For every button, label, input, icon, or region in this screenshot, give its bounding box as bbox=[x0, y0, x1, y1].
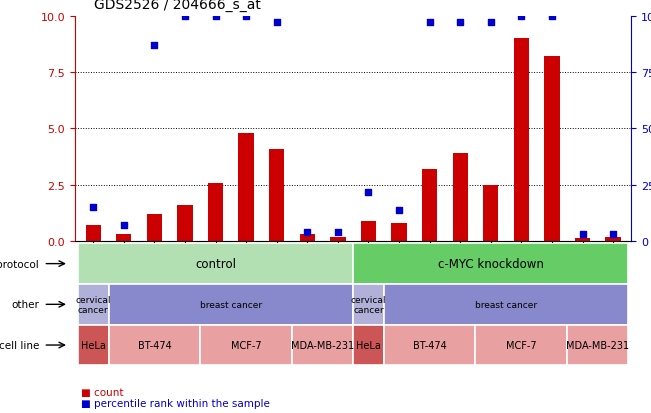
Point bbox=[210, 13, 221, 20]
Point bbox=[180, 13, 190, 20]
Text: cervical
cancer: cervical cancer bbox=[351, 295, 386, 314]
Bar bbox=[391, 223, 407, 242]
Text: cell line: cell line bbox=[0, 340, 39, 350]
Bar bbox=[452, 154, 468, 242]
Bar bbox=[78, 244, 353, 284]
Bar bbox=[361, 221, 376, 242]
Text: control: control bbox=[195, 257, 236, 271]
Bar bbox=[177, 206, 193, 242]
Point bbox=[302, 229, 312, 236]
Bar bbox=[269, 150, 284, 242]
Text: c-MYC knockdown: c-MYC knockdown bbox=[438, 257, 544, 271]
Bar bbox=[330, 237, 346, 242]
Bar bbox=[353, 244, 628, 284]
Bar bbox=[109, 325, 201, 366]
Point bbox=[516, 13, 527, 20]
Point bbox=[149, 43, 159, 49]
Text: breast cancer: breast cancer bbox=[200, 300, 262, 309]
Point bbox=[547, 13, 557, 20]
Point bbox=[241, 13, 251, 20]
Bar bbox=[514, 39, 529, 242]
Bar bbox=[116, 235, 132, 242]
Text: MDA-MB-231: MDA-MB-231 bbox=[566, 340, 630, 350]
Point bbox=[118, 223, 129, 229]
Bar bbox=[85, 226, 101, 242]
Bar bbox=[208, 183, 223, 242]
Bar bbox=[238, 133, 254, 242]
Text: HeLa: HeLa bbox=[81, 340, 105, 350]
Bar bbox=[292, 325, 353, 366]
Point bbox=[88, 204, 98, 211]
Text: MCF-7: MCF-7 bbox=[231, 340, 262, 350]
Bar bbox=[353, 284, 383, 325]
Bar bbox=[146, 215, 162, 242]
Point bbox=[455, 20, 465, 26]
Bar bbox=[567, 325, 628, 366]
Text: protocol: protocol bbox=[0, 259, 39, 269]
Bar bbox=[575, 238, 590, 242]
Text: ■ percentile rank within the sample: ■ percentile rank within the sample bbox=[81, 398, 270, 408]
Text: MCF-7: MCF-7 bbox=[506, 340, 536, 350]
Bar bbox=[109, 284, 353, 325]
Text: MDA-MB-231: MDA-MB-231 bbox=[291, 340, 354, 350]
Bar bbox=[544, 57, 560, 242]
Text: cervical
cancer: cervical cancer bbox=[76, 295, 111, 314]
Bar bbox=[299, 235, 315, 242]
Point bbox=[424, 20, 435, 26]
Text: GDS2526 / 204666_s_at: GDS2526 / 204666_s_at bbox=[94, 0, 261, 12]
Bar bbox=[475, 325, 567, 366]
Point bbox=[271, 20, 282, 26]
Text: HeLa: HeLa bbox=[356, 340, 381, 350]
Point bbox=[486, 20, 496, 26]
Bar bbox=[605, 237, 621, 242]
Text: ■ count: ■ count bbox=[81, 387, 124, 397]
Point bbox=[333, 229, 343, 236]
Bar bbox=[353, 325, 383, 366]
Point bbox=[608, 232, 618, 238]
Point bbox=[394, 207, 404, 214]
Bar bbox=[483, 185, 499, 242]
Bar bbox=[383, 284, 628, 325]
Bar bbox=[422, 170, 437, 242]
Point bbox=[363, 189, 374, 195]
Text: breast cancer: breast cancer bbox=[475, 300, 537, 309]
Bar bbox=[383, 325, 475, 366]
Text: BT-474: BT-474 bbox=[413, 340, 447, 350]
Text: BT-474: BT-474 bbox=[137, 340, 171, 350]
Text: other: other bbox=[11, 299, 39, 310]
Bar bbox=[201, 325, 292, 366]
Point bbox=[577, 232, 588, 238]
Bar bbox=[78, 325, 109, 366]
Bar bbox=[78, 284, 109, 325]
